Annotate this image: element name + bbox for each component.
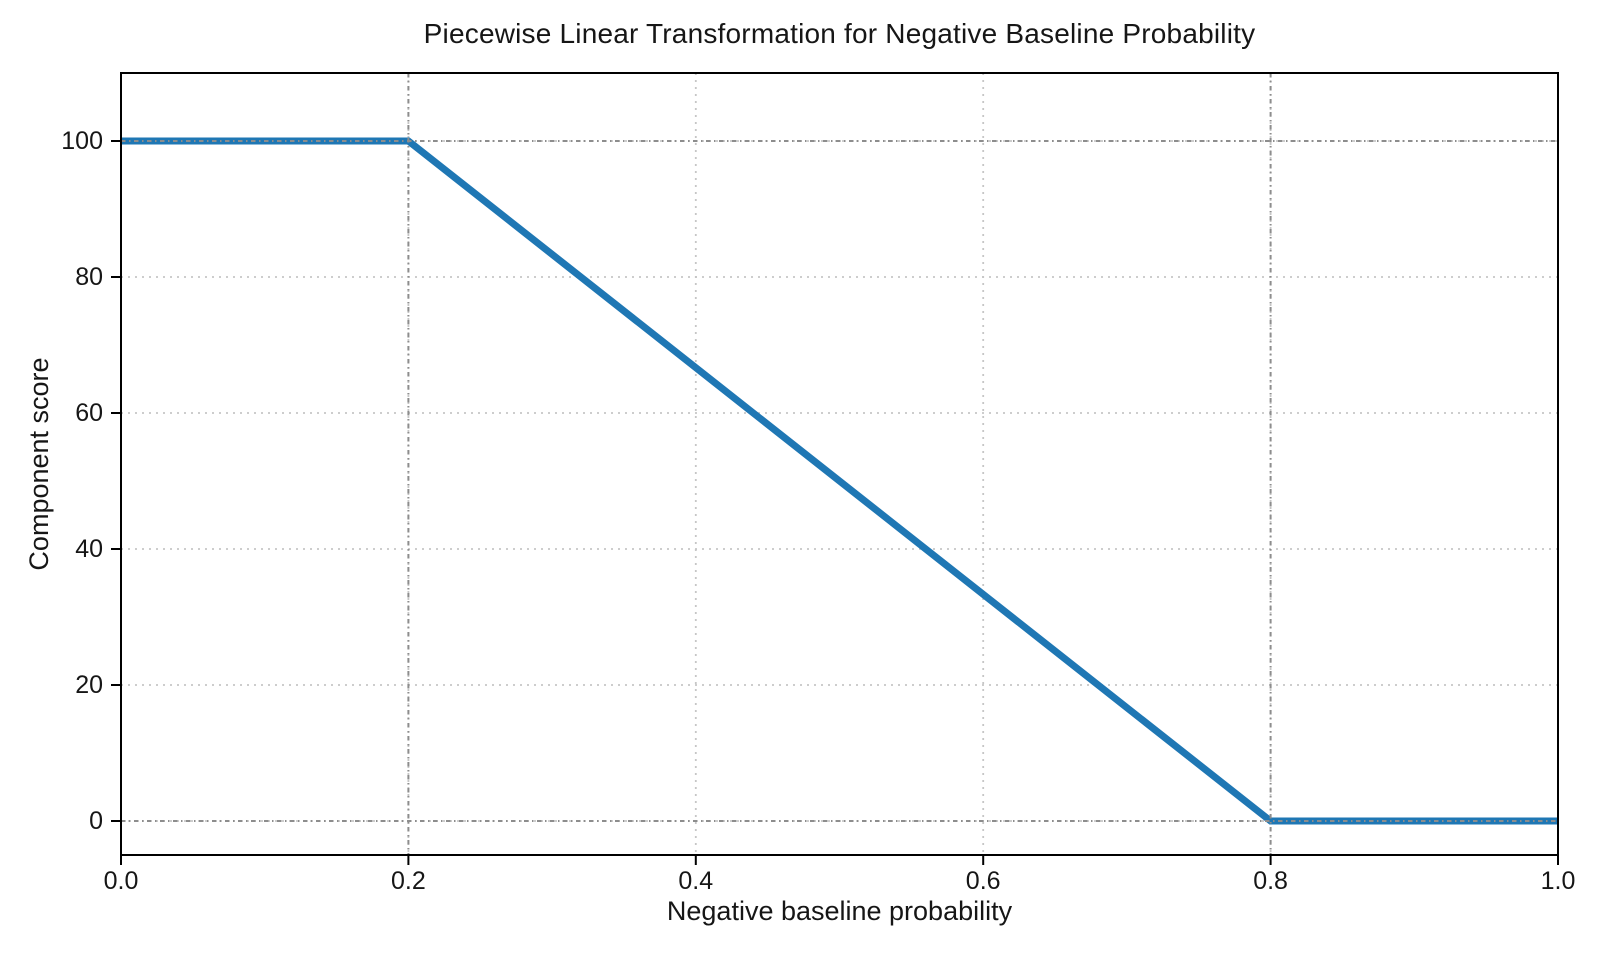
y-tick-label: 60: [75, 399, 103, 427]
y-tick-label: 100: [61, 127, 103, 155]
y-axis-label: Component score: [24, 357, 54, 571]
y-tick-label: 20: [75, 671, 103, 699]
series-line-component_score: [121, 137, 1558, 825]
x-tick-label: 0.0: [103, 867, 139, 895]
y-tick-label: 0: [89, 807, 103, 835]
axes-spines: [120, 72, 1559, 856]
x-tick-label: 0.4: [678, 867, 714, 895]
y-tick-label: 80: [75, 263, 103, 291]
x-tick-label: 1.0: [1540, 867, 1576, 895]
y-tick-label: 40: [75, 535, 103, 563]
x-tick-label: 0.2: [391, 867, 426, 895]
chart-title: Piecewise Linear Transformation for Nega…: [423, 18, 1256, 49]
x-axis-label: Negative baseline probability: [666, 896, 1013, 926]
x-tick-label: 0.6: [965, 867, 1001, 895]
x-tick-label: 0.8: [1253, 867, 1288, 895]
